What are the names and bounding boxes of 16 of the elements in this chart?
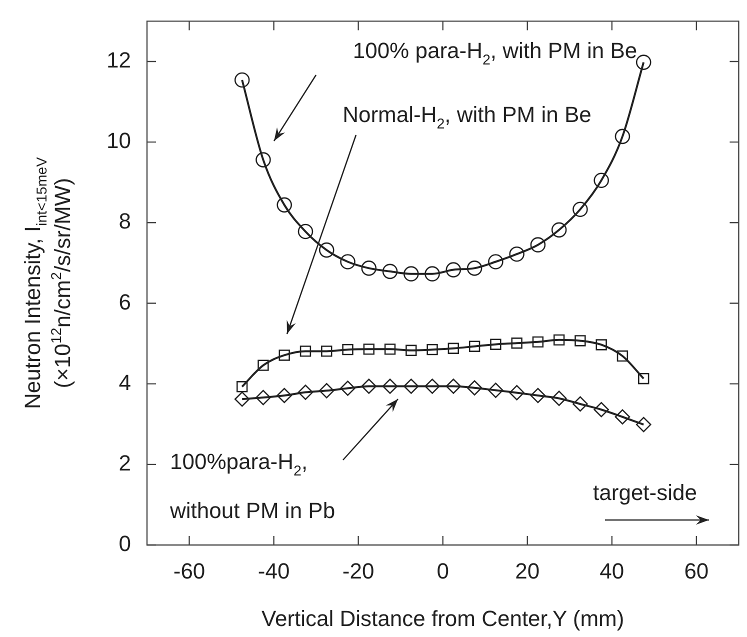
y-tick-label: 6: [118, 289, 131, 314]
y-tick-label: 4: [118, 370, 131, 395]
x-axis-title: Vertical Distance from Center,Y (mm): [262, 606, 624, 631]
y-tick-label: 2: [118, 450, 131, 476]
x-tick-label: -20: [342, 558, 374, 584]
x-tick-label: -60: [173, 558, 206, 584]
x-tick-label: 60: [684, 558, 709, 584]
x-tick-label: -40: [258, 558, 290, 584]
y-tick-label: 0: [118, 531, 131, 556]
y-tick-label: 10: [106, 128, 131, 154]
x-tick-label: 40: [600, 558, 624, 584]
y-tick-label: 8: [118, 208, 131, 234]
y-tick-label: 12: [106, 48, 131, 73]
x-tick-label: 0: [436, 558, 449, 584]
annotation: target-side: [593, 480, 697, 505]
x-tick-label: 20: [515, 558, 540, 584]
